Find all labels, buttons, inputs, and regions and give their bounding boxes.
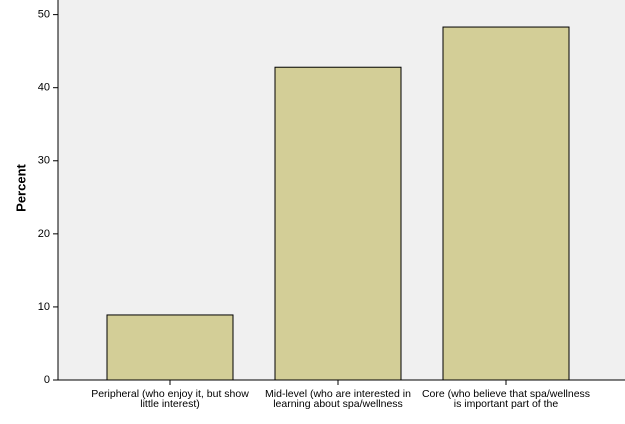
x-tick-label: Core (who believe that spa/wellness is i… xyxy=(421,388,591,410)
bar xyxy=(106,314,234,381)
y-axis-label: Percent xyxy=(13,163,28,211)
bar xyxy=(442,26,570,381)
y-tick-label: 20 xyxy=(38,228,50,240)
x-tick-label: Peripheral (who enjoy it, but show littl… xyxy=(91,388,249,410)
y-tick-label: 40 xyxy=(38,82,50,94)
y-tick-label: 50 xyxy=(38,9,50,21)
y-tick-label: 10 xyxy=(38,301,50,313)
y-tick-label: 0 xyxy=(44,374,50,386)
bar xyxy=(274,66,402,381)
x-tick-label: Mid-level (who are interested in learnin… xyxy=(265,388,411,410)
y-tick-label: 30 xyxy=(38,155,50,167)
